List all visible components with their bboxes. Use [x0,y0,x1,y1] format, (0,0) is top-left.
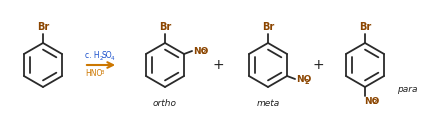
Text: Br: Br [262,22,274,32]
Text: HNO: HNO [85,69,102,78]
Text: 2: 2 [305,79,309,84]
Text: meta: meta [256,99,280,108]
Text: +: + [212,58,224,72]
Text: Br: Br [37,22,49,32]
Text: para: para [397,85,417,94]
Text: NO: NO [296,75,312,84]
Text: Br: Br [159,22,171,32]
Text: NO: NO [364,98,380,107]
Text: 2: 2 [99,57,103,62]
Text: 2: 2 [373,99,378,106]
Text: ortho: ortho [153,99,177,108]
Text: 4: 4 [111,57,114,62]
Text: SO: SO [102,51,113,60]
Text: NO: NO [193,46,208,55]
Text: Br: Br [359,22,371,32]
Text: 3: 3 [101,71,105,75]
Text: c. H: c. H [85,51,99,60]
Text: +: + [312,58,324,72]
Text: 2: 2 [201,50,206,55]
